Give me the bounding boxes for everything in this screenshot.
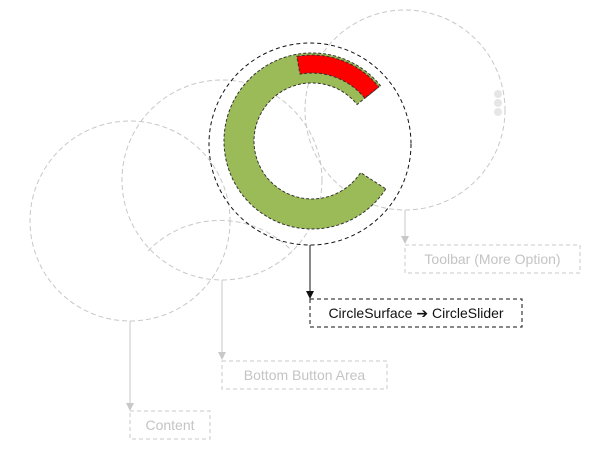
bottom-button-connector xyxy=(218,280,226,360)
slider-highlight-ring xyxy=(296,54,380,99)
main-label: CircleSurface ➔ CircleSlider xyxy=(328,305,503,321)
main-connector xyxy=(306,245,314,299)
vertical-dots-icon xyxy=(494,90,502,116)
main-label-box: CircleSurface ➔ CircleSlider xyxy=(309,298,523,328)
bottom-button-area-arc xyxy=(147,219,293,252)
content-connector xyxy=(126,321,134,411)
bottom-button-area-label-box: Bottom Button Area xyxy=(221,360,388,390)
slider-progress-ring xyxy=(223,52,387,230)
toolbar-connector xyxy=(401,210,409,244)
content-label-box: Content xyxy=(129,410,211,440)
toolbar-label: Toolbar (More Option) xyxy=(424,251,560,267)
toolbar-label-box: Toolbar (More Option) xyxy=(404,244,581,274)
circle-surface xyxy=(208,42,412,246)
bottom-button-area-label: Bottom Button Area xyxy=(244,367,366,383)
content-layer-circle xyxy=(29,120,231,322)
content-label: Content xyxy=(145,417,194,433)
circle-slider xyxy=(223,52,387,230)
middle-layer-circle xyxy=(121,79,323,281)
